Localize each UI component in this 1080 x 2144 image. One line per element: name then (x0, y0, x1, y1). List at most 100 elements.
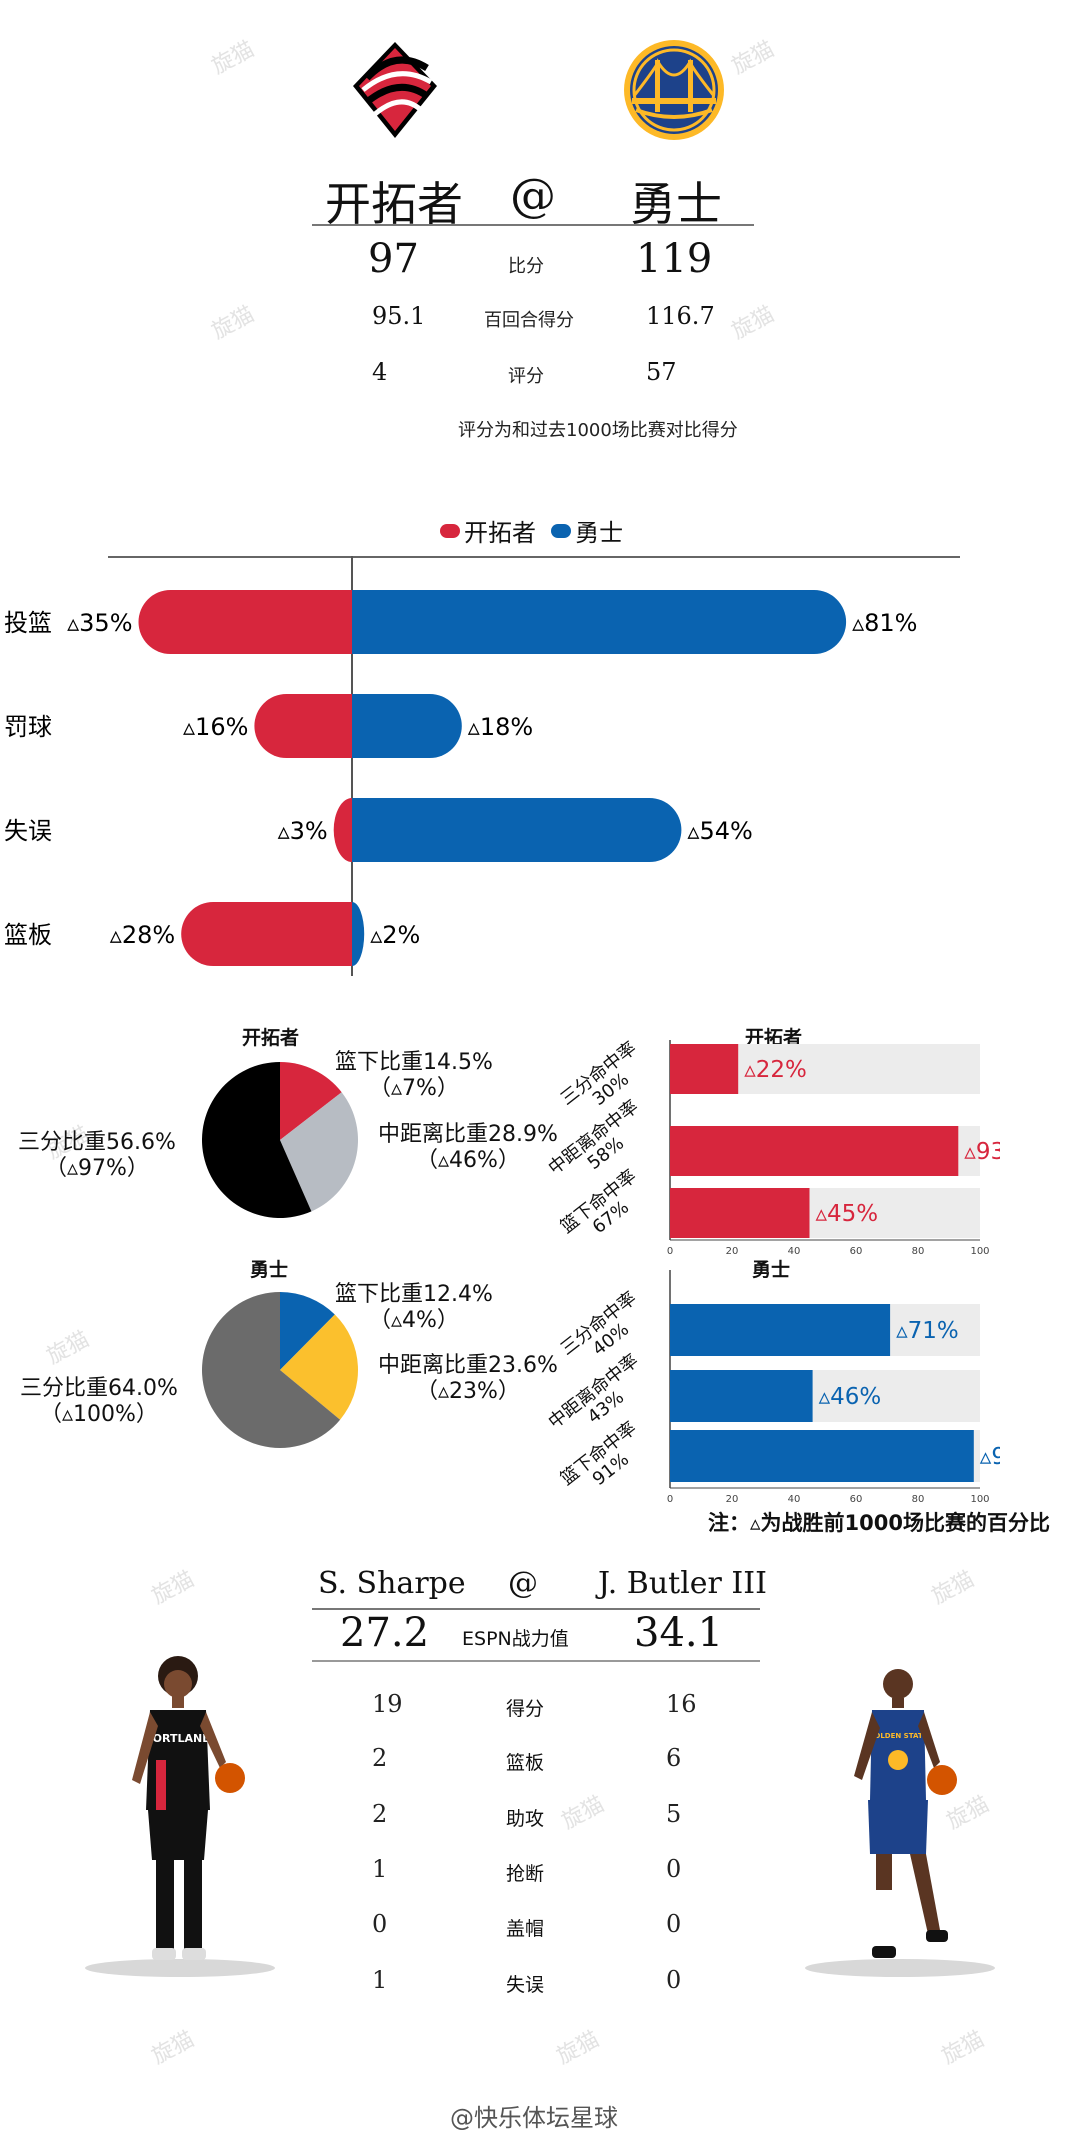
pie-slice-label-main: 篮下比重12.4% (335, 1282, 493, 1307)
pie-slice (202, 1292, 341, 1448)
player-at-sign: @ (508, 1566, 538, 1601)
footer-credit: @快乐体坛星球 (450, 2104, 618, 2132)
away-player-stat: 0 (372, 1910, 388, 1938)
watermark-text: 旋猫 (557, 1791, 609, 1835)
category-label: 篮板 (4, 921, 52, 949)
shot-note: 注：▵为战胜前1000场比赛的百分比 (708, 1511, 1050, 1535)
category-label: 罚球 (4, 713, 52, 741)
pie-slice-label-sub: （▵100%） (39, 1402, 158, 1427)
player-stat-label: 失误 (506, 1974, 545, 1996)
pie-slice-label: 篮下比重14.5% （▵7%） (335, 1050, 493, 1102)
bar-value-label: ▵46% (819, 1384, 882, 1410)
away-stat-value: 4 (372, 358, 388, 386)
pie-slice (280, 1314, 358, 1420)
player-stat-label: 抢断 (506, 1863, 545, 1885)
legend-swatch-warriors (551, 523, 572, 538)
pie-slice-label-main: 中距离比重28.9% (378, 1122, 558, 1147)
bar-value-label: ▵71% (896, 1318, 959, 1344)
pie-slice-label-sub: （▵46%） (415, 1148, 520, 1173)
value-label-warriors: ▵18% (468, 713, 533, 741)
bar-value-label: ▵98% (980, 1444, 1000, 1470)
home-stat-value: 119 (636, 236, 713, 282)
bar-warriors (352, 798, 682, 862)
stat-label: 百回合得分 (484, 310, 574, 331)
home-player-image: GOLDEN STATE (805, 1668, 995, 1977)
watermark-text: 旋猫 (727, 301, 779, 345)
watermark-text: 旋猫 (937, 2026, 989, 2070)
bar-value (670, 1304, 891, 1356)
x-tick-label: 20 (726, 1494, 739, 1505)
bar-warriors (352, 694, 462, 758)
bar-value-label: ▵45% (816, 1201, 879, 1227)
home-jersey-text: GOLDEN STATE (869, 1732, 928, 1740)
legend-item-warriors: 勇士 (551, 513, 623, 548)
pie-slice-label: 三分比重64.0% （▵100%） (20, 1376, 178, 1428)
bar-title-warriors: 勇士 (752, 1259, 791, 1281)
pie-chart-blazers (202, 1062, 358, 1218)
x-tick-label: 100 (970, 1246, 989, 1257)
pie-slice-label-main: 篮下比重14.5% (335, 1050, 493, 1075)
pie-slice (280, 1092, 358, 1212)
bar-chart-top-rule (108, 556, 960, 558)
home-team-name: 勇士 (630, 177, 722, 231)
watermark-text: 旋猫 (147, 1566, 199, 1610)
rating-note: 评分为和过去1000场比赛对比得分 (458, 420, 738, 441)
bar-legend: 开拓者 勇士 (440, 513, 633, 548)
away-jersey-text: PORTLAND (145, 1732, 212, 1745)
value-label-blazers: ▵3% (278, 817, 328, 845)
home-player-name: J. Butler III (598, 1566, 767, 1601)
bar-value-label: ▵22% (744, 1057, 807, 1083)
away-player-stat: 1 (372, 1966, 388, 1994)
bridge-logo-icon (624, 40, 724, 140)
value-label-blazers: ▵16% (183, 713, 248, 741)
pie-slice-label-main: 三分比重56.6% (18, 1130, 176, 1155)
value-label-warriors: ▵2% (370, 921, 420, 949)
pie-slice-label: 篮下比重12.4% （▵4%） (335, 1282, 493, 1334)
bar-value (670, 1044, 739, 1094)
value-label-blazers: ▵35% (67, 609, 132, 637)
pie-chart-warriors (202, 1292, 358, 1448)
home-player-stat: 0 (666, 1910, 682, 1938)
home-player-stat: 5 (666, 1800, 682, 1828)
player-divider-bottom (312, 1660, 760, 1662)
home-player-stat: 16 (666, 1690, 697, 1718)
diverging-bar-chart: 投篮 ▵35% ▵81% 罚球 ▵16% ▵18% 失误 ▵3% ▵54% 篮板 ▵28% ▵2% (4, 556, 917, 976)
pie-slice-label-main: 中距离比重23.6% (378, 1353, 558, 1378)
blazers-logo-icon (353, 42, 437, 138)
pie-slice-label: 中距离比重23.6% （▵23%） (378, 1353, 558, 1405)
pie-slice (202, 1062, 312, 1218)
player-stat-label: 篮板 (506, 1752, 545, 1774)
bar-blazers (333, 798, 352, 862)
away-stat-value: 95.1 (372, 302, 426, 330)
pie-slice-label-sub: （▵23%） (415, 1379, 520, 1404)
watermark-text: 旋猫 (552, 2026, 604, 2070)
away-espn-value: 27.2 (340, 1610, 430, 1656)
x-tick-label: 100 (970, 1494, 989, 1505)
value-label-blazers: ▵28% (110, 921, 175, 949)
fg-bar-chart-blazers: ▵22% ▵93% ▵45% 0 20 40 60 80 100 (667, 1040, 1000, 1257)
home-player-stat: 6 (666, 1744, 682, 1772)
bar-blazers (181, 902, 352, 966)
bar-value (670, 1188, 810, 1238)
category-label: 投篮 (4, 609, 52, 637)
bar-value (670, 1370, 813, 1422)
pie-slice (280, 1062, 342, 1140)
pie-slice-label-sub: （▵7%） (368, 1076, 459, 1101)
stat-label: 评分 (508, 366, 544, 387)
bar-blazers (254, 694, 352, 758)
bar-warriors (352, 902, 365, 966)
away-stat-value: 97 (368, 236, 419, 282)
x-tick-label: 80 (912, 1246, 925, 1257)
legend-label-blazers: 开拓者 (464, 519, 536, 547)
legend-label-warriors: 勇士 (575, 519, 624, 547)
stat-label: 比分 (508, 256, 544, 277)
away-player-image: PORTLAND (85, 1656, 275, 1977)
away-team-name: 开拓者 (325, 177, 463, 231)
x-tick-label: 20 (726, 1246, 739, 1257)
player-stat-label: 得分 (506, 1698, 545, 1720)
watermark-text: 旋猫 (727, 36, 779, 80)
away-player-stat: 2 (372, 1744, 388, 1772)
pie-slice-label-sub: （▵97%） (44, 1156, 149, 1181)
bar-value (670, 1126, 959, 1176)
away-player-stat: 2 (372, 1800, 388, 1828)
